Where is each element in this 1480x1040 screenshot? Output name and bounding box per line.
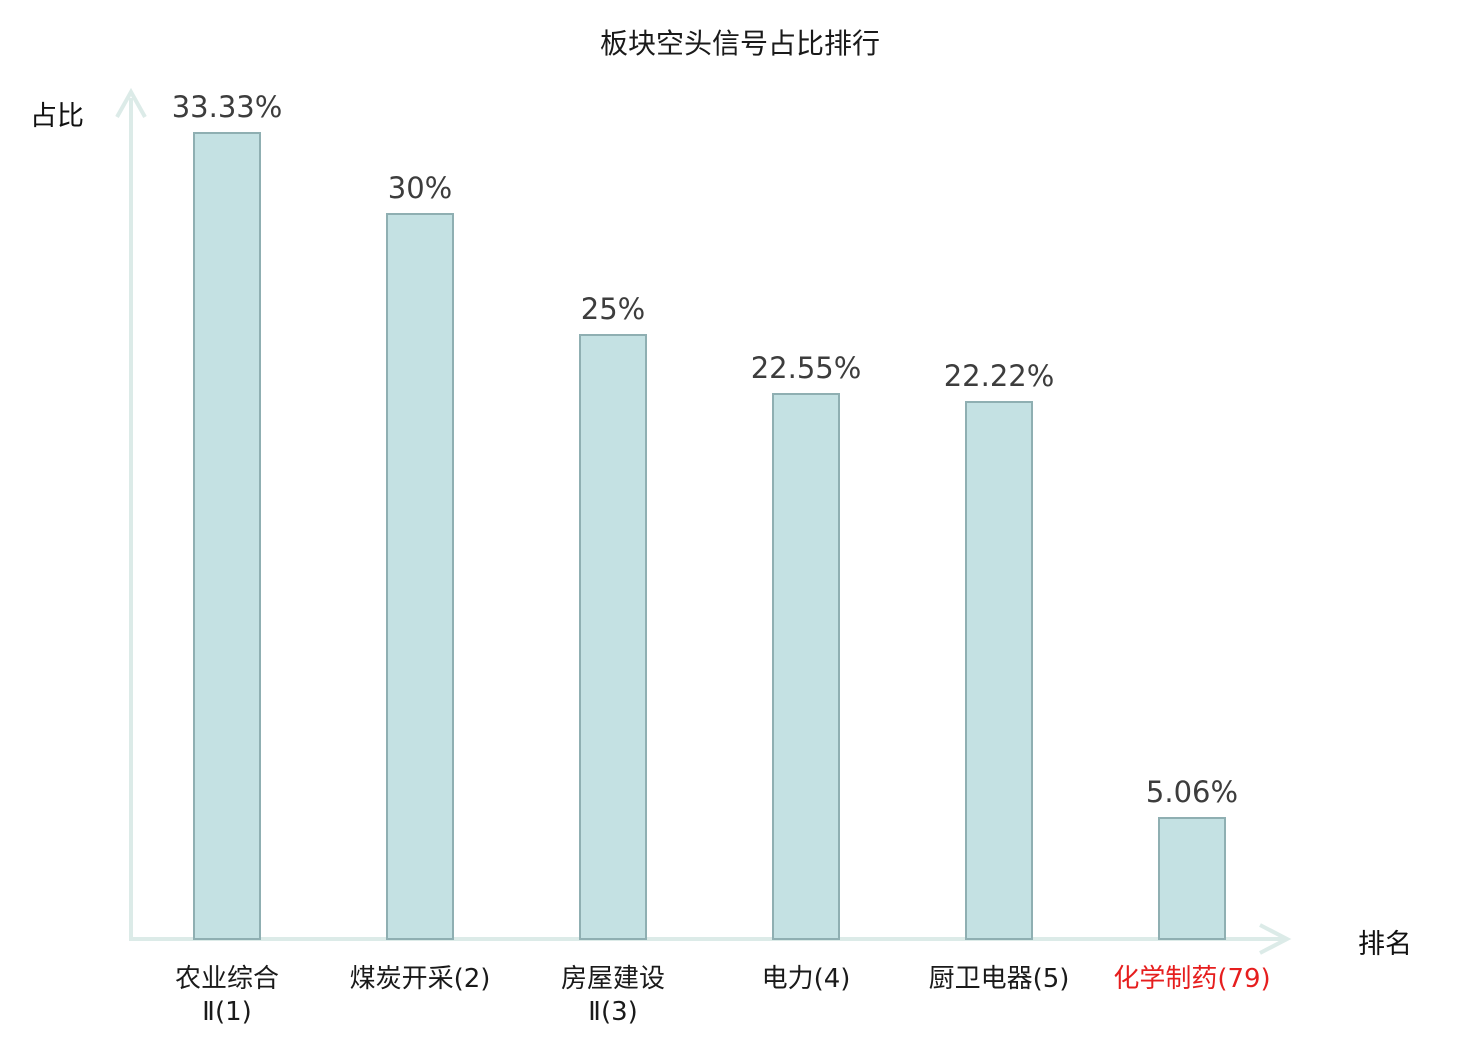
category-label-5: 厨卫电器(5) (929, 963, 1070, 996)
value-label-4: 22.55% (750, 351, 862, 385)
category-label-3: 房屋建设 Ⅱ(3) (561, 963, 665, 1029)
bar-2 (386, 213, 454, 940)
bar-5 (965, 401, 1033, 940)
category-label-line: 煤炭开采(2) (349, 964, 491, 994)
bar-1 (193, 132, 261, 940)
value-label-5: 22.22% (943, 359, 1055, 393)
bar-6 (1158, 817, 1226, 940)
category-label-line: 房屋建设 (560, 964, 666, 994)
y-axis-arrow-icon (115, 87, 147, 118)
value-label-2: 30% (387, 171, 453, 205)
category-label-line: 厨卫电器(5) (928, 964, 1070, 994)
category-label-line: 电力(4) (761, 964, 851, 994)
category-label-1: 农业综合 Ⅱ(1) (175, 963, 279, 1029)
category-label-4: 电力(4) (762, 963, 851, 996)
category-label-6: 化学制药(79) (1113, 963, 1270, 996)
chart-title: 板块空头信号占比排行 (599, 27, 880, 60)
bar-4 (772, 393, 840, 940)
value-label-3: 25% (580, 292, 646, 326)
category-label-line: 农业综合 (174, 964, 280, 994)
value-label-6: 5.06% (1145, 775, 1239, 809)
bar-3 (579, 334, 647, 940)
category-label-2: 煤炭开采(2) (350, 963, 491, 996)
category-label-line: Ⅱ(1) (202, 997, 252, 1027)
y-axis-title: 占比 (30, 101, 84, 132)
category-label-line: Ⅱ(3) (588, 997, 638, 1027)
x-axis-title: 排名 (1358, 929, 1412, 960)
x-axis-arrow-icon (1259, 923, 1292, 955)
category-label-line: 化学制药(79) (1113, 964, 1271, 994)
value-label-1: 33.33% (171, 90, 283, 124)
